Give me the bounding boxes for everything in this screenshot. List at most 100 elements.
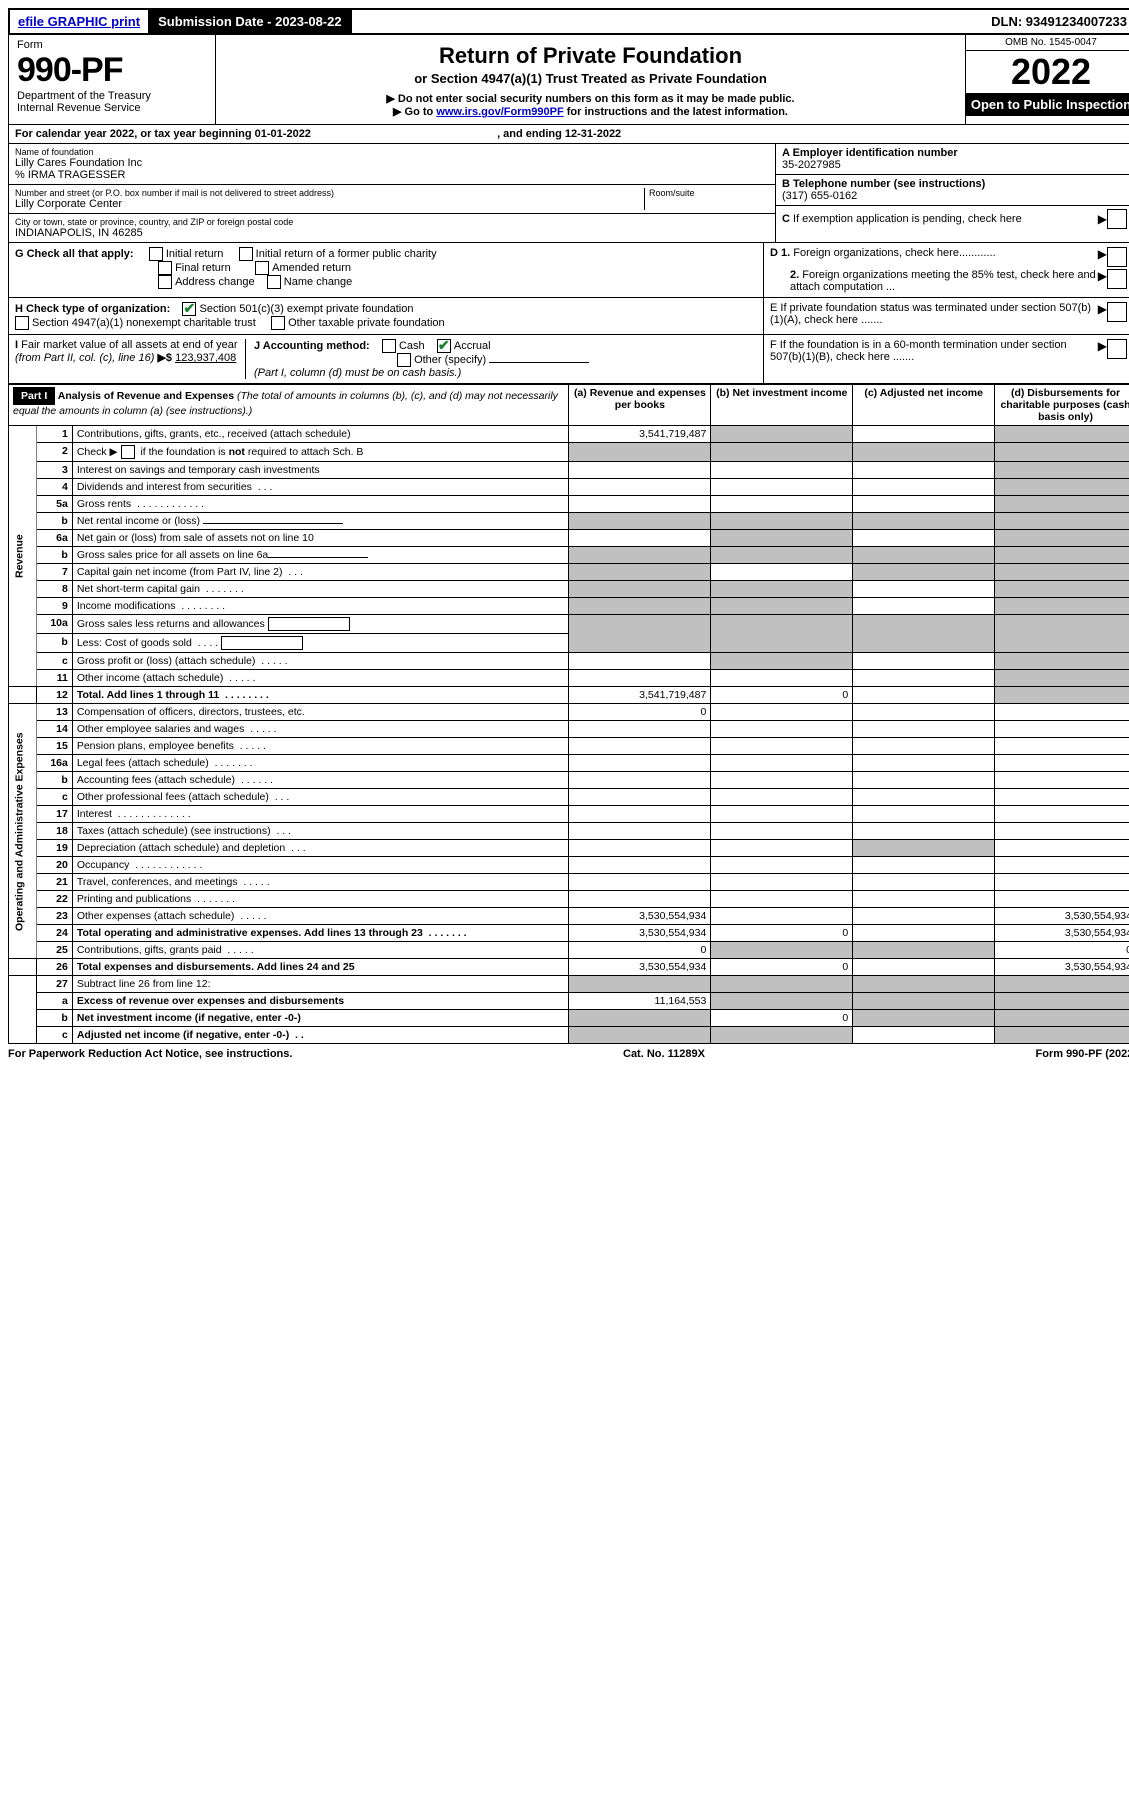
g-final-checkbox[interactable]	[158, 261, 172, 275]
care-of: % IRMA TRAGESSER	[15, 169, 769, 181]
l25-a: 0	[569, 942, 711, 959]
line-24: Total operating and administrative expen…	[72, 925, 569, 942]
form-title: Return of Private Foundation	[222, 43, 959, 69]
g-addr-label: Address change	[175, 276, 255, 288]
l12-b: 0	[711, 687, 853, 704]
d1-label: D 1. Foreign organizations, check here..…	[770, 247, 1098, 267]
foundation-name: Lilly Cares Foundation Inc	[15, 157, 769, 169]
ssn-note: ▶ Do not enter social security numbers o…	[222, 92, 959, 105]
l23-d: 3,530,554,934	[995, 908, 1129, 925]
form-number: 990-PF	[17, 51, 207, 90]
l24-a: 3,530,554,934	[569, 925, 711, 942]
col-b-header: (b) Net investment income	[711, 385, 853, 426]
col-c-header: (c) Adjusted net income	[853, 385, 995, 426]
line-16c: Other professional fees (attach schedule…	[72, 789, 569, 806]
l27b-b: 0	[711, 1010, 853, 1027]
h-4947-checkbox[interactable]	[15, 316, 29, 330]
fmv-value: 123,937,408	[175, 352, 236, 364]
footer-mid: Cat. No. 11289X	[623, 1048, 705, 1060]
line-15: Pension plans, employee benefits . . . .…	[72, 738, 569, 755]
h-other-checkbox[interactable]	[271, 316, 285, 330]
line-26: Total expenses and disbursements. Add li…	[72, 959, 569, 976]
part1-table: Part I Analysis of Revenue and Expenses …	[8, 384, 1129, 1044]
line-19: Depreciation (attach schedule) and deple…	[72, 840, 569, 857]
expenses-sidelabel: Operating and Administrative Expenses	[9, 704, 37, 959]
line-5a: Gross rents . . . . . . . . . . . .	[72, 496, 569, 513]
line-27: Subtract line 26 from line 12:	[72, 976, 569, 993]
line-3: Interest on savings and temporary cash i…	[72, 462, 569, 479]
j-block: J Accounting method: Cash Accrual Other …	[245, 339, 757, 379]
d1-checkbox[interactable]	[1107, 247, 1127, 267]
g-initial-former-checkbox[interactable]	[239, 247, 253, 261]
exemption-pending-label: C C If exemption application is pending,…	[782, 213, 1098, 225]
g-initial-checkbox[interactable]	[149, 247, 163, 261]
ein-label: A Employer identification number	[782, 147, 1129, 159]
j-other-label: Other (specify)	[414, 354, 486, 366]
h-e-row: H Check type of organization: Section 50…	[8, 298, 1129, 335]
line-27a: Excess of revenue over expenses and disb…	[72, 993, 569, 1010]
j-cash-label: Cash	[399, 340, 425, 352]
h-4947-label: Section 4947(a)(1) nonexempt charitable …	[32, 317, 256, 329]
omb-number: OMB No. 1545-0047	[966, 35, 1129, 51]
h-501c3-checkbox[interactable]	[182, 302, 196, 316]
line-6b: Gross sales price for all assets on line…	[72, 547, 569, 564]
footer-left: For Paperwork Reduction Act Notice, see …	[8, 1048, 292, 1060]
j-other-checkbox[interactable]	[397, 353, 411, 367]
g-addr-checkbox[interactable]	[158, 275, 172, 289]
form-header: Form 990-PF Department of the Treasury I…	[8, 35, 1129, 125]
l26-b: 0	[711, 959, 853, 976]
l23-a: 3,530,554,934	[569, 908, 711, 925]
d2-checkbox[interactable]	[1107, 269, 1127, 289]
line-1: Contributions, gifts, grants, etc., rece…	[72, 426, 569, 443]
col-a-header: (a) Revenue and expenses per books	[569, 385, 711, 426]
j-accrual-label: Accrual	[454, 340, 491, 352]
j-cash-checkbox[interactable]	[382, 339, 396, 353]
open-to-public: Open to Public Inspection	[966, 93, 1129, 116]
l13-a: 0	[569, 704, 711, 721]
calendar-year-row: For calendar year 2022, or tax year begi…	[8, 125, 1129, 144]
h-other-label: Other taxable private foundation	[288, 317, 445, 329]
g-name-checkbox[interactable]	[267, 275, 281, 289]
line-22: Printing and publications . . . . . . .	[72, 891, 569, 908]
line-25: Contributions, gifts, grants paid . . . …	[72, 942, 569, 959]
line-2: Check ▶ if the foundation is not require…	[72, 443, 569, 462]
line-27b: Net investment income (if negative, ente…	[72, 1010, 569, 1027]
i-j-f-row: I Fair market value of all assets at end…	[8, 335, 1129, 384]
h-label: H Check type of organization:	[15, 303, 170, 315]
schb-checkbox[interactable]	[121, 445, 135, 459]
g-amended-label: Amended return	[272, 262, 351, 274]
tax-year: 2022	[966, 51, 1129, 93]
phone-label: B Telephone number (see instructions)	[782, 178, 1129, 190]
f-checkbox[interactable]	[1107, 339, 1127, 359]
addr-label: Number and street (or P.O. box number if…	[15, 188, 644, 198]
j-accrual-checkbox[interactable]	[437, 339, 451, 353]
line-27c: Adjusted net income (if negative, enter …	[72, 1027, 569, 1044]
e-checkbox[interactable]	[1107, 302, 1127, 322]
f-label: F If the foundation is in a 60-month ter…	[770, 339, 1098, 379]
d2-label: 2. Foreign organizations meeting the 85%…	[770, 269, 1098, 293]
l1-a: 3,541,719,487	[569, 426, 711, 443]
line-17: Interest . . . . . . . . . . . . .	[72, 806, 569, 823]
g-amended-checkbox[interactable]	[255, 261, 269, 275]
line-9: Income modifications . . . . . . . .	[72, 598, 569, 615]
g-initial-former-label: Initial return of a former public charit…	[256, 248, 437, 260]
line-20: Occupancy . . . . . . . . . . . .	[72, 857, 569, 874]
l27a-a: 11,164,553	[569, 993, 711, 1010]
room-label: Room/suite	[649, 188, 769, 198]
form990pf-link[interactable]: www.irs.gov/Form990PF	[436, 106, 563, 118]
l24-d: 3,530,554,934	[995, 925, 1129, 942]
line-14: Other employee salaries and wages . . . …	[72, 721, 569, 738]
c-checkbox[interactable]	[1107, 209, 1127, 229]
g-final-label: Final return	[175, 262, 231, 274]
form-label: Form	[17, 39, 207, 51]
line-5b: Net rental income or (loss)	[72, 513, 569, 530]
line-12: Total. Add lines 1 through 11 . . . . . …	[72, 687, 569, 704]
line-11: Other income (attach schedule) . . . . .	[72, 670, 569, 687]
line-16b: Accounting fees (attach schedule) . . . …	[72, 772, 569, 789]
name-label: Name of foundation	[15, 147, 769, 157]
g-label: G Check all that apply:	[15, 248, 134, 260]
efile-print[interactable]: efile GRAPHIC print	[10, 10, 150, 33]
line-23: Other expenses (attach schedule) . . . .…	[72, 908, 569, 925]
entity-block: Name of foundation Lilly Cares Foundatio…	[8, 144, 1129, 243]
col-d-header: (d) Disbursements for charitable purpose…	[995, 385, 1129, 426]
